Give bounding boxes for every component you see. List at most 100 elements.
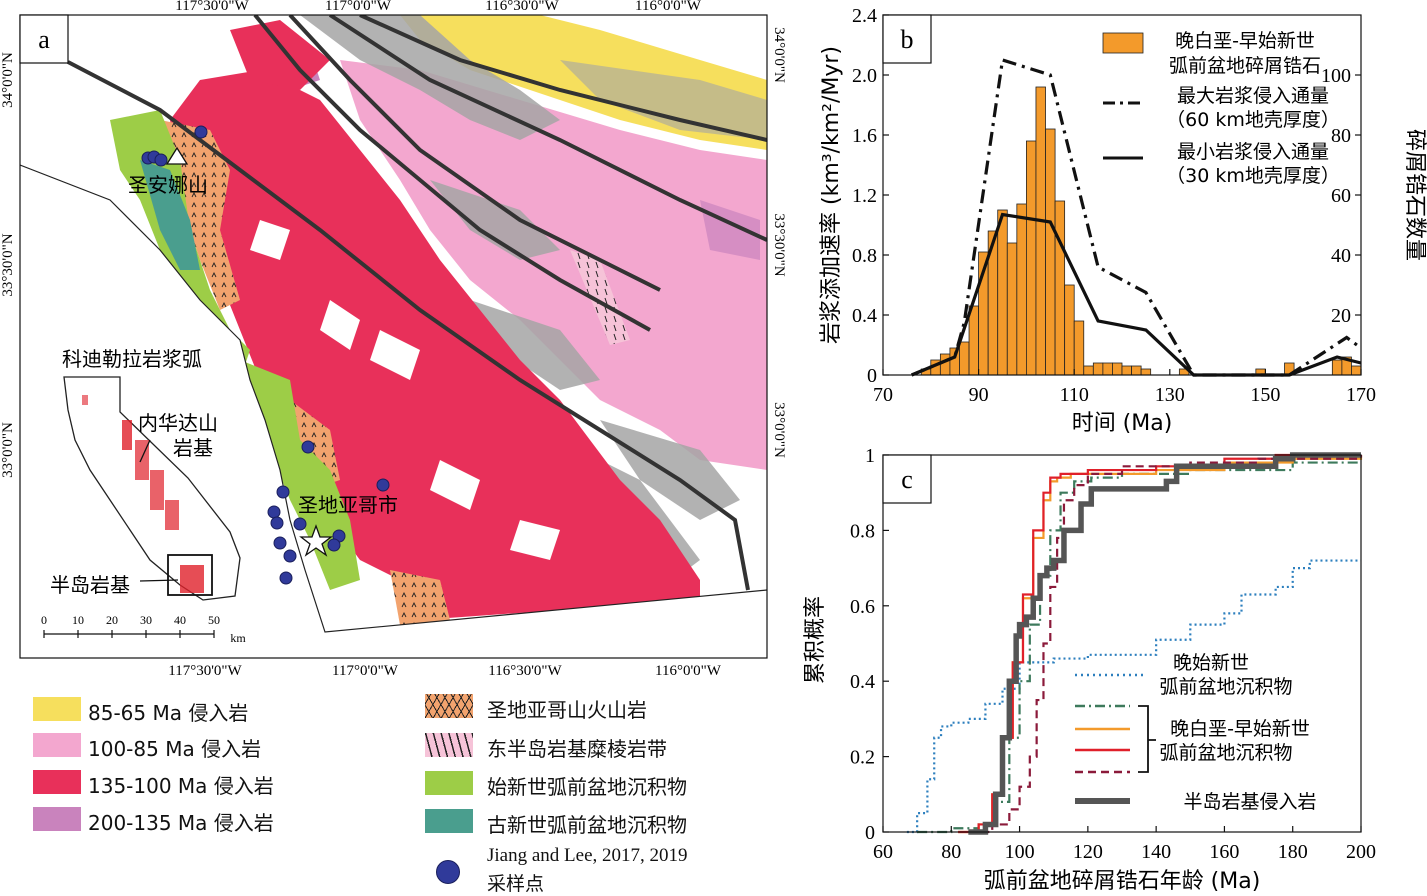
b-ytick2-label: 60	[1331, 185, 1351, 207]
svg-text:50: 50	[208, 613, 220, 627]
sample-points	[141, 125, 390, 585]
c-plot-frame	[882, 454, 1362, 833]
c-xlabel: 弧前盆地碎屑锆石年龄 (Ma)	[984, 869, 1261, 894]
svg-text:33°30'0"N: 33°30'0"N	[0, 233, 16, 296]
b-ytick2-label: 100	[1321, 65, 1351, 87]
svg-text:0: 0	[41, 613, 47, 627]
c-xtick-label: 100	[1005, 841, 1035, 863]
study-area-box	[167, 554, 213, 596]
santa-ana-triangle-icon	[165, 146, 189, 165]
b-xlabel: 时间 (Ma)	[1072, 411, 1173, 436]
c-ylabel: 累积概率	[803, 596, 828, 684]
svg-text:116°0'0"W: 116°0'0"W	[655, 663, 722, 679]
svg-text:33°0'0"N: 33°0'0"N	[0, 422, 16, 478]
c-ytick-label: 1	[865, 445, 875, 467]
b-xtick-label: 110	[1060, 384, 1089, 406]
svg-text:33°0'0"N: 33°0'0"N	[771, 402, 787, 458]
b-bar	[1035, 86, 1046, 376]
svg-text:弧前盆地沉积物: 弧前盆地沉积物	[1159, 676, 1292, 698]
b-bar	[1006, 242, 1018, 376]
legend-label-100-85: 100-85 Ma 侵入岩	[88, 737, 262, 761]
c-ytick-label: 0.2	[850, 747, 875, 769]
b-bar	[1064, 284, 1075, 376]
nevada-label-2: 岩基	[173, 436, 213, 460]
legend-label-135-100: 135-100 Ma 侵入岩	[88, 774, 274, 798]
legend-swatch-paleocene	[425, 809, 473, 833]
sample-legend-line2: 采样点	[487, 873, 545, 895]
scale-bar-labels: 0 10 20 30 40 50 km	[41, 613, 246, 645]
svg-text:116°30'0"W: 116°30'0"W	[488, 663, 562, 679]
c-ytick-label: 0.8	[850, 520, 875, 542]
svg-text:34°0'0"N: 34°0'0"N	[771, 27, 787, 83]
svg-text:（30 km地壳厚度）: （30 km地壳厚度）	[1166, 165, 1340, 187]
b-bar	[1351, 365, 1362, 376]
b-xtick-label: 170	[1346, 384, 1376, 406]
svg-text:弧前盆地沉积物: 弧前盆地沉积物	[1159, 742, 1292, 764]
bottom-longitude-ticks: 117°30'0"W 117°0'0"W 116°30'0"W 116°0'0"…	[168, 663, 722, 679]
svg-text:最大岩浆侵入通量: 最大岩浆侵入通量	[1177, 85, 1329, 107]
b-ylabel: 岩浆添加速率 (km³/km²/Myr)	[819, 46, 844, 344]
c-cdf-lines	[906, 452, 1363, 835]
svg-text:km: km	[230, 631, 246, 645]
b-bar	[1131, 365, 1142, 376]
b-bar	[939, 353, 951, 376]
b-ytick2-label: 20	[1331, 305, 1351, 327]
panel-label-b: b	[901, 25, 914, 54]
sample-point	[376, 478, 390, 492]
c-ytick-label: 0.4	[850, 671, 875, 693]
b-ytick-label: 0.8	[852, 245, 877, 267]
b-ytick-label: 1.6	[852, 125, 877, 147]
c-xtick-label: 200	[1346, 841, 1376, 863]
legend-swatch-eocene	[425, 771, 473, 795]
svg-text:116°30'0"W: 116°30'0"W	[485, 0, 559, 14]
svg-text:（60 km地壳厚度）: （60 km地壳厚度）	[1166, 109, 1340, 131]
legend-label-eocene: 始新世弧前盆地沉积物	[487, 775, 687, 799]
b-bar	[1054, 200, 1066, 376]
legend-label-85-65: 85-65 Ma 侵入岩	[88, 701, 249, 725]
svg-text:117°0'0"W: 117°0'0"W	[332, 663, 399, 679]
legend-label-paleocene: 古新世弧前盆地沉积物	[487, 813, 687, 837]
b-ytick2-label: 40	[1331, 245, 1351, 267]
c-cdf-series-4	[968, 455, 1363, 834]
c-xtick-label: 120	[1073, 841, 1103, 863]
b-xtick-label: 150	[1250, 384, 1280, 406]
c-xtick-label: 160	[1209, 841, 1239, 863]
b-bar	[1026, 140, 1037, 376]
legend-swatch-mylonite	[425, 733, 473, 757]
san-diego-star-icon	[299, 524, 333, 557]
c-xtick-label: 60	[873, 841, 893, 863]
sample-point	[270, 516, 284, 530]
b-ytick-label: 2.0	[852, 65, 877, 87]
svg-text:最小岩浆侵入通量: 最小岩浆侵入通量	[1177, 141, 1329, 163]
sample-point	[194, 125, 208, 139]
svg-text:116°0'0"W: 116°0'0"W	[635, 0, 702, 14]
legend-label-mylonite: 东半岛岩基糜棱岩带	[487, 737, 667, 761]
svg-text:晚白垩-早始新世: 晚白垩-早始新世	[1170, 718, 1310, 740]
b-bar	[1045, 128, 1056, 376]
b-ylabel2: 碎屑锆石数量	[1402, 129, 1427, 261]
sample-point	[283, 549, 297, 563]
panel-label-a: a	[38, 25, 50, 54]
right-latitude-ticks: 34°0'0"N 33°30'0"N 33°0'0"N	[771, 27, 787, 458]
nevada-label: 内华达山	[138, 411, 218, 435]
sample-legend-dot-icon	[436, 860, 460, 884]
left-latitude-ticks: 34°0'0"N 33°30'0"N 33°0'0"N	[0, 52, 16, 478]
legend-swatch-volcanic	[425, 694, 473, 718]
svg-text:40: 40	[174, 613, 186, 627]
b-xtick-label: 130	[1155, 384, 1185, 406]
sample-point	[293, 517, 307, 531]
peninsular-label: 半岛岩基	[50, 573, 130, 597]
b-bar	[1112, 362, 1123, 376]
legend-label-volcanic: 圣地亚哥山火山岩	[487, 698, 647, 722]
b-xtick-label: 90	[969, 384, 989, 406]
legend-swatch-200-135	[33, 807, 81, 831]
b-legend-bar-swatch	[1102, 32, 1144, 54]
c-xtick-label: 180	[1278, 841, 1308, 863]
svg-text:20: 20	[106, 613, 118, 627]
b-bar	[968, 305, 979, 376]
sample-point	[273, 536, 287, 550]
b-bar	[1083, 365, 1094, 376]
top-longitude-ticks: 117°30'0"W 117°0'0"W 116°30'0"W 116°0'0"…	[175, 0, 702, 14]
b-bar	[1121, 365, 1132, 376]
